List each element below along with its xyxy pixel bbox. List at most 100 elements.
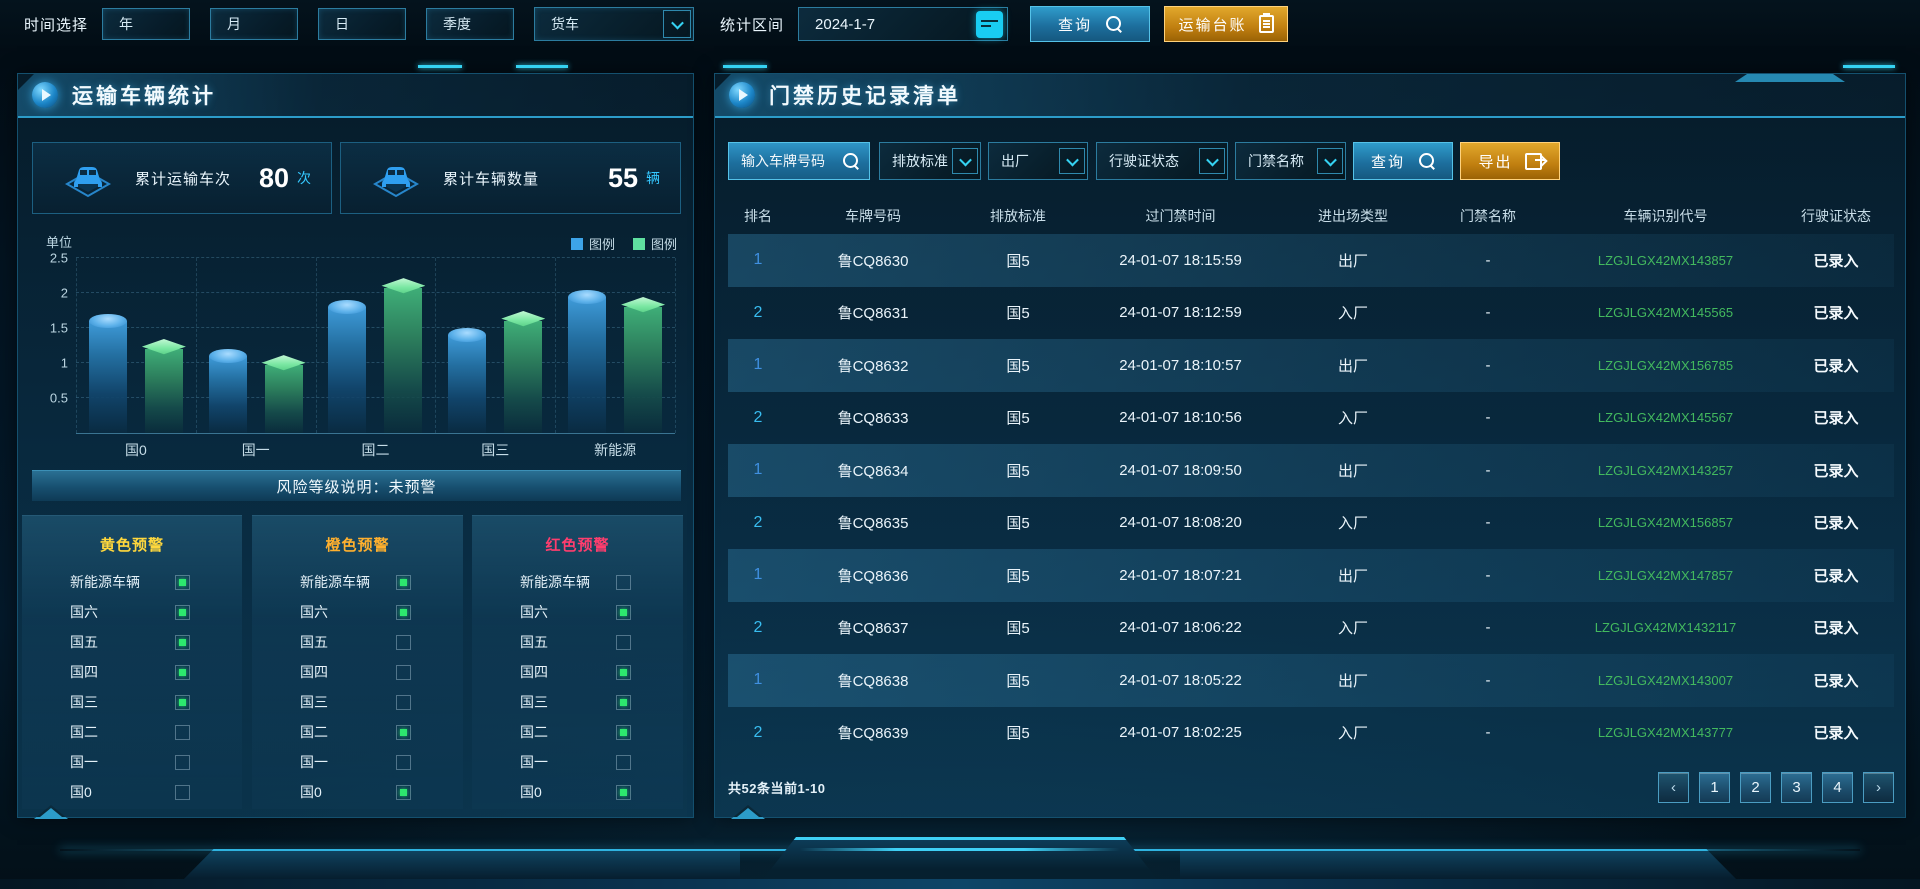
warning-checkbox[interactable] [175,754,190,770]
table-row[interactable]: 1 鲁CQ8630 国5 24-01-07 18:15:59 出厂 - LZGJLGX42M… [728,234,1894,287]
table-cell: 已录入 [1813,357,1859,375]
warning-checkbox[interactable] [175,784,190,800]
page-next-button[interactable]: › [1863,771,1894,803]
table-row[interactable]: 1 鲁CQ8634 国5 24-01-07 18:09:50 出厂 - LZGJLGX42M… [728,444,1894,497]
dropdown-gate-direction[interactable]: 出厂 [988,142,1088,180]
warning-checkbox[interactable] [396,634,411,650]
date-input[interactable] [799,15,940,33]
chart-bar[interactable] [261,355,306,433]
table-row[interactable]: 2 鲁CQ8639 国5 24-01-07 18:02:25 入厂 - LZGJLGX42M… [728,707,1894,760]
dropdown-license-status[interactable]: 行驶证状态 [1096,142,1228,180]
warning-checkbox[interactable] [616,634,631,650]
plate-search-field[interactable] [728,142,870,180]
warning-label: 国六 [520,604,548,620]
table-cell: - [1485,724,1491,742]
warning-checkbox[interactable] [396,694,411,710]
warning-checkbox[interactable] [616,784,631,800]
warning-label: 国三 [300,694,328,710]
chart-bar[interactable] [568,289,607,433]
warning-checkbox[interactable] [175,604,190,620]
warning-list: 新能源车辆 国六 国五 国四 国三 国二 国一 国0 [252,567,463,807]
chart-category-group [435,258,555,433]
warning-checkbox[interactable] [396,574,411,590]
table-cell: 入厂 [1337,410,1368,428]
warning-checkbox[interactable] [396,754,411,770]
warning-checkbox[interactable] [175,694,190,710]
page-button-4[interactable]: 4 [1822,771,1853,803]
query-button[interactable]: 查询 [1030,6,1151,42]
warning-checkbox[interactable] [396,664,411,680]
time-button-月[interactable]: 月 [210,8,299,40]
time-button-日[interactable]: 日 [318,8,407,40]
time-button-年[interactable]: 年 [102,8,191,40]
table-row[interactable]: 1 鲁CQ8638 国5 24-01-07 18:05:22 出厂 - LZGJLGX42M… [728,654,1894,707]
chart-vline [675,258,676,433]
chart-bar[interactable] [328,300,367,433]
warning-label: 国二 [70,724,98,740]
table-row[interactable]: 2 鲁CQ8631 国5 24-01-07 18:12:59 入厂 - LZGJLGX42M… [728,287,1894,340]
stat-card-trips: 累计运输车次 80 次 [32,142,332,214]
chart-gridline: 2.5 [50,251,675,266]
time-button-季度[interactable]: 季度 [426,8,515,40]
table-cell: 鲁CQ8636 [837,567,909,585]
query-button-label: 查询 [1058,16,1093,34]
vehicle-type-select[interactable]: 货车 [534,7,695,41]
search-icon [1419,153,1435,169]
warning-row: 国六 [22,597,242,627]
table-row[interactable]: 1 鲁CQ8632 国5 24-01-07 18:10:57 出厂 - LZGJLGX42M… [728,339,1894,392]
date-range-picker[interactable] [798,7,1009,41]
warning-checkbox[interactable] [175,664,190,680]
warning-checkbox[interactable] [396,604,411,620]
table-cell: 鲁CQ8639 [837,725,909,743]
dropdown-gate-name[interactable]: 门禁名称 [1235,142,1346,180]
table-cell: 已录入 [1813,620,1859,638]
warning-checkbox[interactable] [616,664,631,680]
warning-checkbox[interactable] [396,784,411,800]
table-cell: - [1485,409,1491,427]
page-prev-button[interactable]: ‹ [1658,771,1689,803]
warning-checkbox[interactable] [616,604,631,620]
chart-bar[interactable] [448,328,487,433]
legend-item[interactable]: 图例 [570,234,615,253]
warning-checkbox[interactable] [175,634,190,650]
table-row[interactable]: 2 鲁CQ8633 国5 24-01-07 18:10:56 入厂 - LZGJLGX42M… [728,392,1894,445]
chart-bar[interactable] [501,311,546,433]
chart-bar[interactable] [208,349,247,433]
table-cell: 国5 [1006,725,1030,743]
warning-label: 国五 [70,634,98,650]
dropdown-emission-standard[interactable]: 排放标准 [879,142,981,180]
warning-checkbox[interactable] [396,724,411,740]
footer-base-strip [0,879,1920,889]
table-cell: 国5 [1006,567,1030,585]
warning-checkbox[interactable] [616,754,631,770]
table-query-button[interactable]: 查询 [1353,142,1453,180]
page-button-2[interactable]: 2 [1740,771,1771,803]
table-cell: 国5 [1006,357,1030,375]
warning-checkbox[interactable] [175,574,190,590]
transport-ledger-button[interactable]: 运输台账 [1164,6,1289,42]
page-button-3[interactable]: 3 [1781,771,1812,803]
warning-checkbox[interactable] [616,694,631,710]
warning-row: 国四 [252,657,463,687]
legend-item[interactable]: 图例 [632,234,677,253]
warning-checkbox[interactable] [616,724,631,740]
export-button[interactable]: 导出 [1460,142,1560,180]
chart-bar[interactable] [381,278,426,433]
chart-vline [195,258,197,433]
chart-bar[interactable] [88,314,127,433]
chart-bar[interactable] [141,339,186,433]
page-button-1[interactable]: 1 [1699,771,1730,803]
y-tick-label: 1.5 [49,320,68,336]
chart-bar[interactable] [621,297,666,433]
table-cell: 2 [753,513,763,531]
plate-search-input[interactable] [729,153,829,169]
calendar-icon[interactable] [976,10,1004,38]
table-row[interactable]: 1 鲁CQ8636 国5 24-01-07 18:07:21 出厂 - LZGJLGX42M… [728,549,1894,602]
legend-swatch [570,237,583,250]
chart-gridline: 0.5 [50,391,675,406]
table-row[interactable]: 2 鲁CQ8637 国5 24-01-07 18:06:22 入厂 - LZGJLGX42M… [728,602,1894,655]
table-cell: 2 [753,618,763,636]
warning-checkbox[interactable] [616,574,631,590]
warning-checkbox[interactable] [175,724,190,740]
table-row[interactable]: 2 鲁CQ8635 国5 24-01-07 18:08:20 入厂 - LZGJLGX42M… [728,497,1894,550]
